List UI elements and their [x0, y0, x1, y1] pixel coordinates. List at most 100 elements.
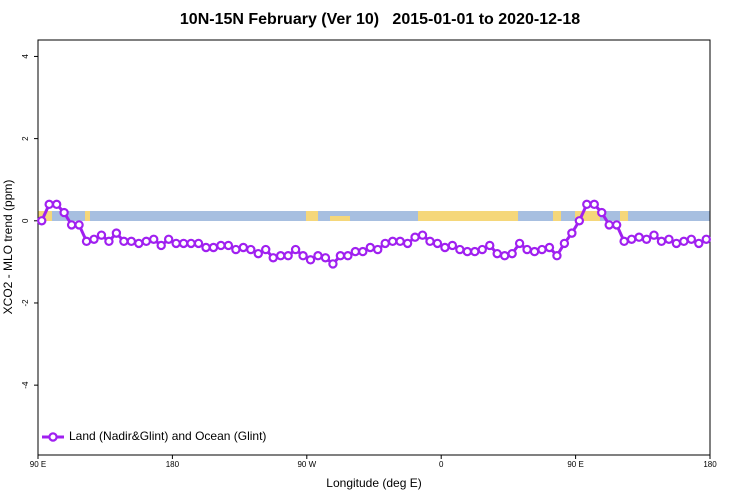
- data-point: [104, 236, 114, 247]
- data-point: [604, 220, 614, 230]
- chart-title: 10N-15N February (Ver 10) 2015-01-01 to …: [180, 11, 580, 28]
- data-point: [537, 244, 547, 255]
- data-point: [664, 234, 674, 244]
- legend-marker: [48, 432, 58, 442]
- data-point: [529, 246, 540, 257]
- y-tick-label: 2: [21, 136, 30, 141]
- data-point: [694, 238, 704, 249]
- y-tick-label: 4: [21, 54, 30, 59]
- ocean-band: [38, 211, 710, 221]
- data-point: [552, 251, 562, 261]
- data-point: [74, 220, 84, 230]
- data-point: [335, 251, 346, 261]
- data-point: [275, 251, 286, 261]
- data-point: [358, 246, 368, 257]
- data-point: [499, 251, 510, 261]
- data-point: [44, 199, 54, 210]
- legend-label: Land (Nadir&Glint) and Ocean (Glint): [69, 429, 266, 443]
- y-tick-label: 0: [21, 218, 30, 223]
- data-point: [223, 240, 234, 251]
- data-point: [208, 242, 219, 253]
- data-point: [455, 244, 465, 255]
- x-tick-label: 180: [166, 460, 180, 469]
- land-ocean-band: [38, 211, 710, 221]
- data-point: [641, 234, 652, 244]
- data-point: [432, 238, 443, 249]
- data-point: [611, 220, 622, 230]
- data-point: [149, 234, 159, 244]
- x-tick-label: 180: [703, 460, 717, 469]
- data-point: [156, 240, 166, 251]
- data-point: [686, 234, 697, 244]
- data-point: [462, 246, 473, 257]
- x-tick-label: 90 E: [30, 460, 46, 469]
- data-point: [492, 248, 502, 259]
- data-point: [671, 238, 682, 249]
- y-axis-label: XCO2 - MLO trend (ppm): [1, 180, 15, 315]
- data-point: [470, 246, 480, 257]
- land-patch: [620, 211, 628, 221]
- data-point: [656, 236, 667, 247]
- data-point: [320, 253, 331, 263]
- data-point: [567, 228, 577, 238]
- data-point: [193, 238, 204, 249]
- data-point: [171, 238, 181, 249]
- data-point: [290, 244, 301, 255]
- data-point: [582, 199, 592, 210]
- data-point: [507, 248, 517, 259]
- data-point: [216, 240, 226, 251]
- data-point: [395, 236, 405, 247]
- data-point: [343, 251, 353, 261]
- data-point: [59, 207, 69, 218]
- data-point: [96, 230, 107, 240]
- data-point: [522, 244, 532, 255]
- data-point: [37, 216, 47, 226]
- data-point: [402, 238, 413, 249]
- data-point: [373, 244, 383, 255]
- data-point: [231, 244, 241, 255]
- data-point: [619, 236, 629, 247]
- data-point: [238, 242, 249, 253]
- x-axis-label: Longitude (deg E): [326, 476, 421, 490]
- data-point: [268, 253, 278, 263]
- data-point: [89, 234, 99, 244]
- data-point: [253, 248, 263, 259]
- land-patch: [85, 211, 90, 221]
- data-point: [163, 234, 174, 244]
- land-patch: [330, 216, 350, 221]
- data-point: [178, 238, 189, 249]
- data-point: [51, 199, 62, 210]
- x-tick-label: 0: [439, 460, 444, 469]
- y-tick-label: -4: [21, 381, 30, 389]
- data-point: [597, 207, 607, 218]
- data-point: [425, 236, 435, 247]
- data-point: [201, 242, 211, 253]
- data-point: [440, 242, 450, 253]
- data-point: [477, 244, 487, 255]
- data-point: [305, 255, 316, 265]
- data-point: [559, 238, 570, 249]
- land-patch: [418, 211, 518, 221]
- land-patch: [306, 211, 318, 221]
- data-point: [246, 244, 256, 255]
- data-point: [410, 232, 420, 242]
- data-point: [649, 230, 659, 240]
- data-point: [544, 242, 555, 253]
- data-point: [66, 220, 77, 230]
- data-point: [298, 251, 308, 261]
- data-point: [514, 238, 525, 249]
- data-point: [126, 236, 137, 247]
- data-point: [81, 236, 92, 247]
- x-tick-label: 90 W: [297, 460, 316, 469]
- data-point: [387, 236, 398, 247]
- data-point: [574, 216, 585, 226]
- data-point: [380, 238, 390, 249]
- data-point: [328, 259, 338, 269]
- land-patch: [553, 211, 561, 221]
- data-point: [134, 238, 144, 249]
- data-point: [313, 251, 323, 261]
- data-point: [119, 236, 129, 247]
- data-point: [679, 236, 689, 247]
- y-tick-label: -2: [21, 299, 30, 307]
